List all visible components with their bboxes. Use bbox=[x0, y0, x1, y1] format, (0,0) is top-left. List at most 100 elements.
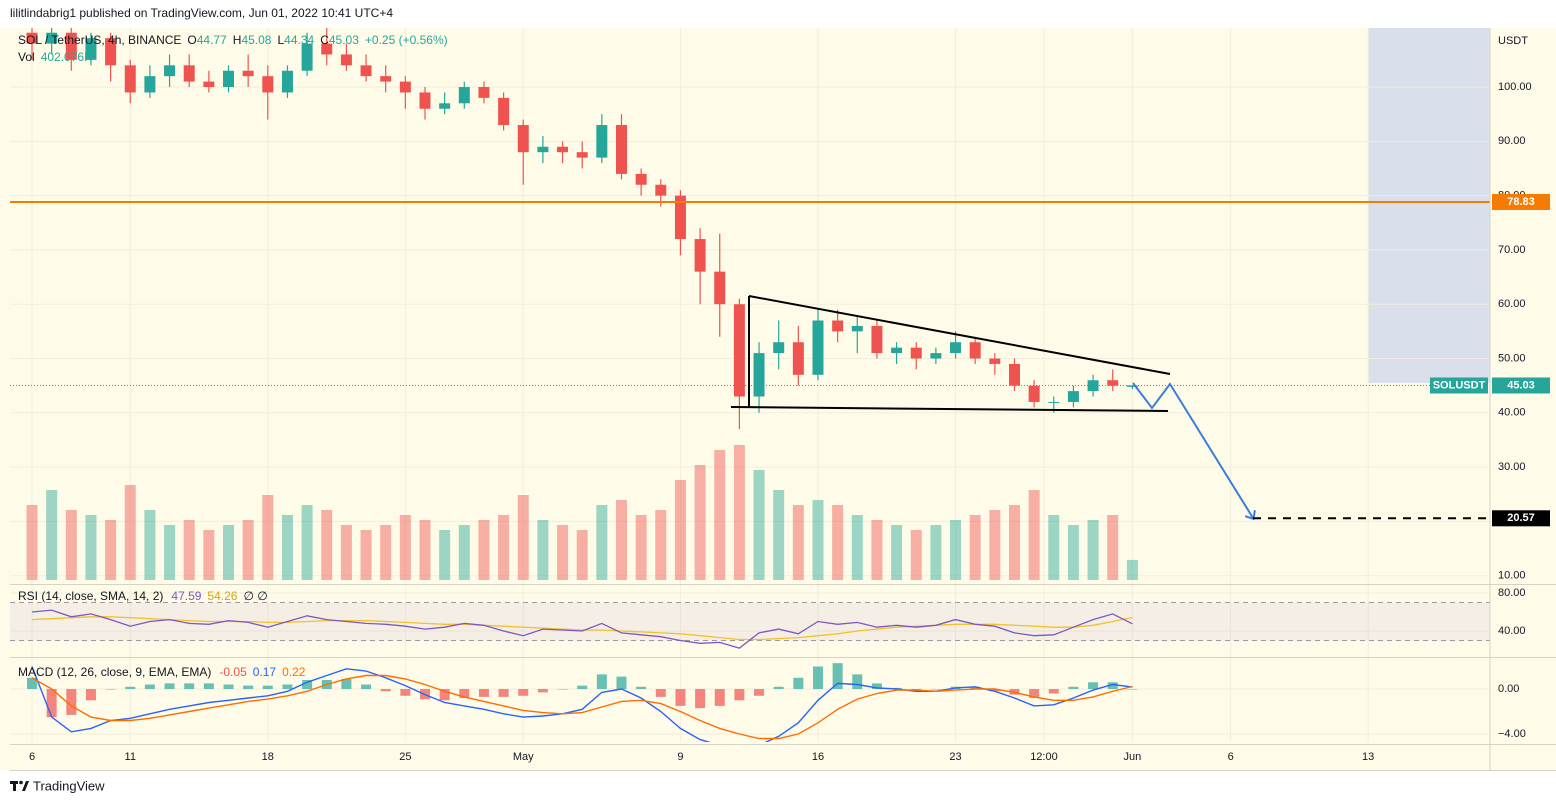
y-tick-label: 0.00 bbox=[1498, 683, 1519, 695]
indicator-line bbox=[31, 674, 1133, 740]
histogram-bar bbox=[596, 674, 607, 690]
histogram-bar bbox=[655, 689, 666, 697]
histogram-bar bbox=[1068, 686, 1079, 690]
indicator-line bbox=[31, 609, 1133, 649]
footer-brand: TradingView bbox=[33, 778, 105, 793]
candle-body bbox=[891, 347, 903, 354]
histogram-bar bbox=[498, 689, 509, 697]
triangle-lower bbox=[730, 406, 1169, 412]
candle-body bbox=[242, 70, 254, 77]
volume-bar bbox=[301, 505, 313, 580]
candle-body bbox=[537, 146, 549, 153]
volume-bar bbox=[674, 480, 686, 580]
candle-body bbox=[399, 81, 411, 93]
symbol-legend: SOL / TetherUS, 4h, BINANCE O44.77 H45.08 L… bbox=[18, 33, 448, 47]
volume-bar bbox=[242, 520, 254, 580]
volume-bar bbox=[694, 465, 706, 580]
ohlc-value: 45.03 bbox=[329, 33, 359, 47]
candle-body bbox=[792, 342, 804, 375]
volume-bar bbox=[26, 505, 38, 580]
volume-bar bbox=[419, 520, 431, 580]
candle-body bbox=[360, 65, 372, 77]
candle-body bbox=[478, 87, 490, 98]
macd-legend: MACD (12, 26, close, 9, EMA, EMA) -0.05 0.… bbox=[18, 665, 306, 679]
candle-body bbox=[615, 125, 627, 174]
macd-title: MACD (12, 26, close, 9, EMA, EMA) bbox=[18, 665, 211, 679]
volume-bar bbox=[203, 530, 215, 580]
x-tick-label: 25 bbox=[399, 751, 411, 763]
candle-body bbox=[773, 342, 785, 354]
candle-body bbox=[596, 125, 608, 158]
volume-bar bbox=[46, 490, 58, 580]
ohlc-label: H bbox=[233, 33, 242, 47]
sma-value: 54.26 bbox=[207, 589, 237, 603]
candle-body bbox=[517, 125, 529, 153]
price-tag-label: 45.03 bbox=[1507, 379, 1535, 391]
candle-body bbox=[733, 304, 745, 397]
signal-value: 0.22 bbox=[282, 665, 306, 679]
candle-body bbox=[340, 54, 352, 66]
volume-bar bbox=[792, 505, 804, 580]
histogram-bar bbox=[734, 689, 745, 701]
rsi-title: RSI (14, close, SMA, 14, 2) bbox=[18, 589, 163, 603]
y-tick-label: 90.00 bbox=[1498, 135, 1526, 147]
volume-bar bbox=[380, 525, 392, 580]
histogram-bar bbox=[282, 684, 293, 690]
volume-bar bbox=[1107, 515, 1119, 580]
volume-bar bbox=[871, 520, 883, 580]
candle-body bbox=[969, 342, 981, 359]
histogram-bar bbox=[793, 677, 804, 690]
volume-bar bbox=[851, 515, 863, 580]
x-tick-label: May bbox=[513, 751, 534, 763]
histogram-bar bbox=[302, 680, 313, 690]
candle-body bbox=[1126, 385, 1138, 387]
histogram-bar bbox=[262, 685, 273, 690]
candle-body bbox=[26, 32, 38, 44]
histogram-bar bbox=[46, 689, 57, 718]
histogram-bar bbox=[695, 689, 706, 709]
volume-bar bbox=[1048, 515, 1060, 580]
change: +0.25 (+0.56%) bbox=[365, 33, 448, 47]
candle-body bbox=[753, 353, 765, 397]
x-tick-label: 6 bbox=[29, 751, 35, 763]
candle-body bbox=[439, 103, 451, 109]
candle-body bbox=[930, 353, 942, 359]
histogram-bar bbox=[852, 674, 863, 690]
candle-body bbox=[262, 76, 274, 93]
histogram-bar bbox=[714, 689, 725, 706]
logo-part bbox=[13, 781, 16, 791]
volume-bar bbox=[576, 530, 588, 580]
candle-body bbox=[655, 184, 667, 196]
histogram-bar bbox=[380, 689, 391, 692]
histogram-bar bbox=[203, 683, 214, 690]
candle-body bbox=[557, 146, 569, 153]
volume-value: 402.076K bbox=[41, 50, 92, 64]
candle-body bbox=[419, 92, 431, 109]
axes: 6111825May9162312:00Jun61310.0020.0030.0… bbox=[10, 28, 1556, 771]
x-tick-label: 23 bbox=[949, 751, 961, 763]
histogram-bar bbox=[1088, 682, 1099, 690]
volume-bar bbox=[910, 530, 922, 580]
volume-bar bbox=[164, 525, 176, 580]
candle-body bbox=[1107, 380, 1119, 386]
histogram-bar bbox=[439, 689, 450, 701]
candle-body bbox=[635, 173, 647, 185]
ohlc-label: C bbox=[320, 33, 329, 47]
volume-bar bbox=[105, 520, 117, 580]
rsi-value: 47.59 bbox=[171, 589, 201, 603]
ohlc-value: 44.77 bbox=[197, 33, 227, 47]
volume-bar bbox=[498, 515, 510, 580]
macd-pane bbox=[27, 663, 1138, 742]
candle-body bbox=[1008, 363, 1020, 386]
x-tick-label: 11 bbox=[125, 751, 136, 763]
histogram-bar bbox=[773, 686, 784, 690]
volume-bar bbox=[1087, 520, 1099, 580]
candle-body bbox=[1067, 391, 1079, 402]
y-tick-label: 80.00 bbox=[1498, 587, 1526, 599]
candle-body bbox=[203, 81, 215, 88]
volume-bar bbox=[144, 510, 156, 580]
histogram-bar bbox=[85, 689, 96, 701]
candle-body bbox=[694, 239, 706, 272]
histogram-bar bbox=[930, 689, 941, 690]
histogram-bar bbox=[184, 683, 195, 690]
